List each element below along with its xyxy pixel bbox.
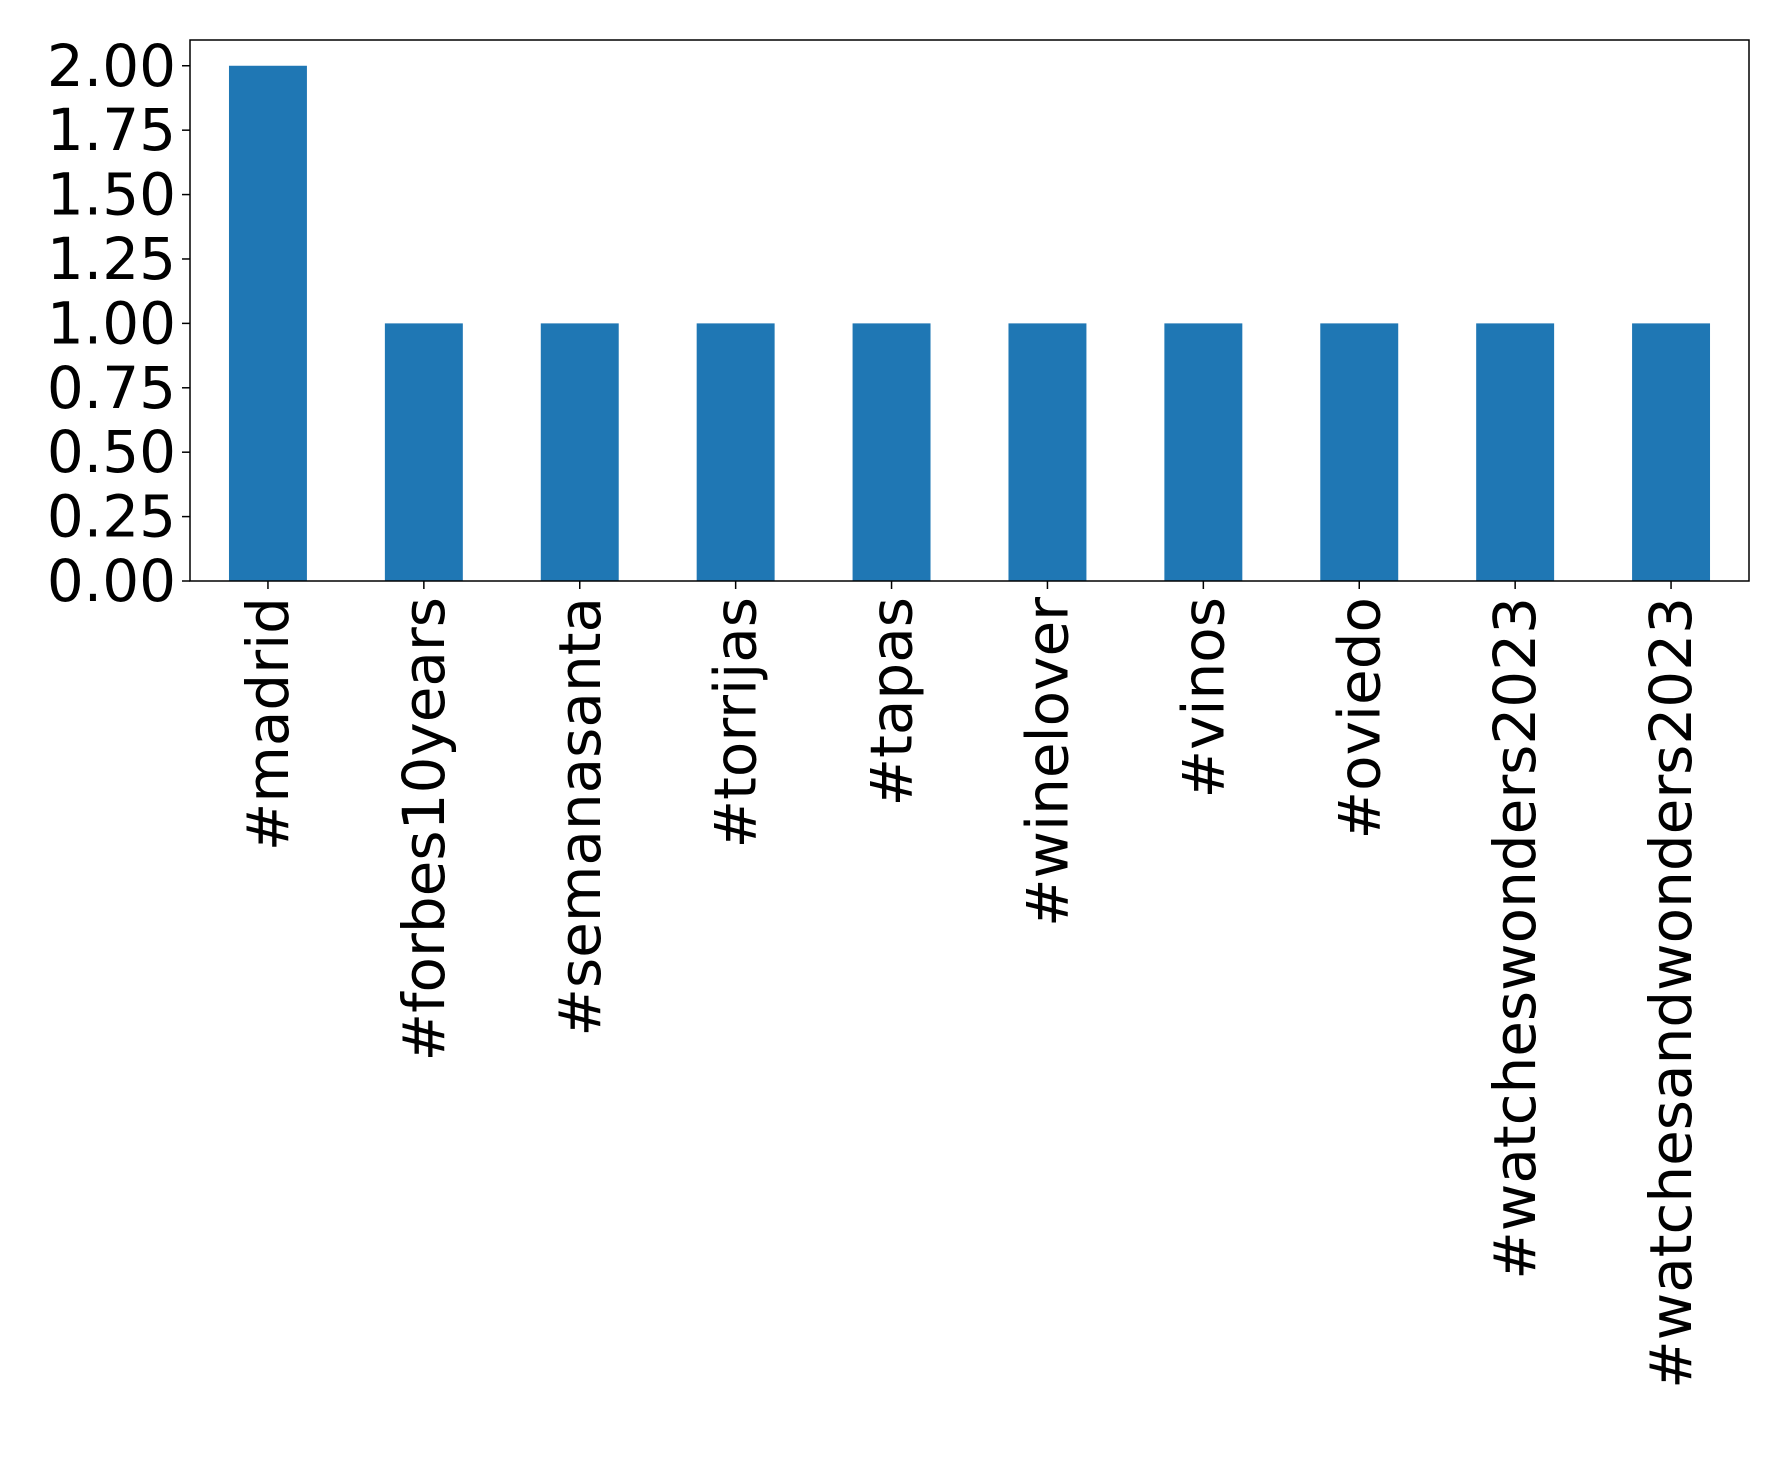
x-tick-label: #torrijas <box>702 597 770 848</box>
x-tick-label: #semanasanta <box>546 597 614 1037</box>
bar-tapas <box>852 323 931 581</box>
bar-semanasanta <box>540 323 619 581</box>
x-tick-label: #madrid <box>234 597 302 851</box>
y-tick-label: 0.50 <box>47 418 176 486</box>
x-axis: #madrid #forbes10years #semanasanta #torrij… <box>234 581 1705 1389</box>
plot-frame <box>189 39 1750 582</box>
x-tick-label: #watcheswonders2023 <box>1481 597 1549 1280</box>
y-tick-label: 0.00 <box>47 547 176 615</box>
y-tick-label: 1.75 <box>47 96 176 164</box>
x-tick-label: #forbes10years <box>390 597 458 1061</box>
x-tick-label: #winelover <box>1013 597 1081 927</box>
bar-vinos <box>1164 323 1243 581</box>
bars-layer <box>228 65 1711 581</box>
y-tick-label: 0.75 <box>47 354 176 422</box>
bar-oviedo <box>1320 323 1399 581</box>
x-tick-label: #watchesandwonders2023 <box>1637 597 1705 1389</box>
y-tick-label: 1.50 <box>47 161 176 229</box>
x-tick-label: #oviedo <box>1325 597 1393 840</box>
bar-madrid <box>228 65 307 581</box>
bar-watchesandwonders2023 <box>1632 323 1711 581</box>
bar-watcheswonders2023 <box>1476 323 1555 581</box>
y-tick-label: 1.00 <box>47 289 176 357</box>
bar-forbes10years <box>384 323 463 581</box>
y-axis: 0.000.250.500.751.001.251.501.752.00 <box>47 32 190 615</box>
y-tick-label: 2.00 <box>47 32 176 100</box>
bar-winelover <box>1008 323 1087 581</box>
y-tick-label: 0.25 <box>47 483 176 551</box>
x-tick-label: #vinos <box>1169 597 1237 799</box>
bar-torrijas <box>696 323 775 581</box>
y-tick-label: 1.25 <box>47 225 176 293</box>
x-tick-label: #tapas <box>858 597 926 806</box>
